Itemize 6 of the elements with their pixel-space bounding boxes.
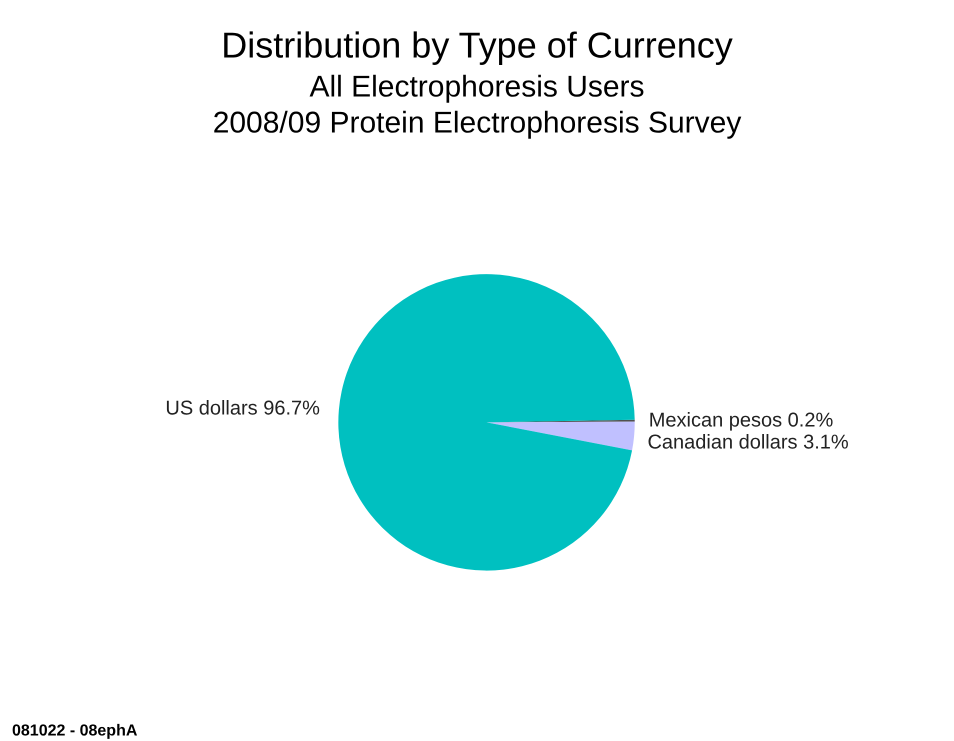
slice-label: US dollars 96.7%	[165, 398, 320, 420]
slice-label: Mexican pesos 0.2%	[648, 410, 834, 432]
chart-title: Distribution by Type of Currency	[221, 24, 733, 66]
text: 081022 - 08ephA	[12, 722, 138, 740]
slice-label: Canadian dollars 3.1%	[647, 432, 849, 454]
chart-subtitle: All Electrophoresis Users 2008/09 Protein Electrophoresis Survey	[212, 70, 742, 140]
